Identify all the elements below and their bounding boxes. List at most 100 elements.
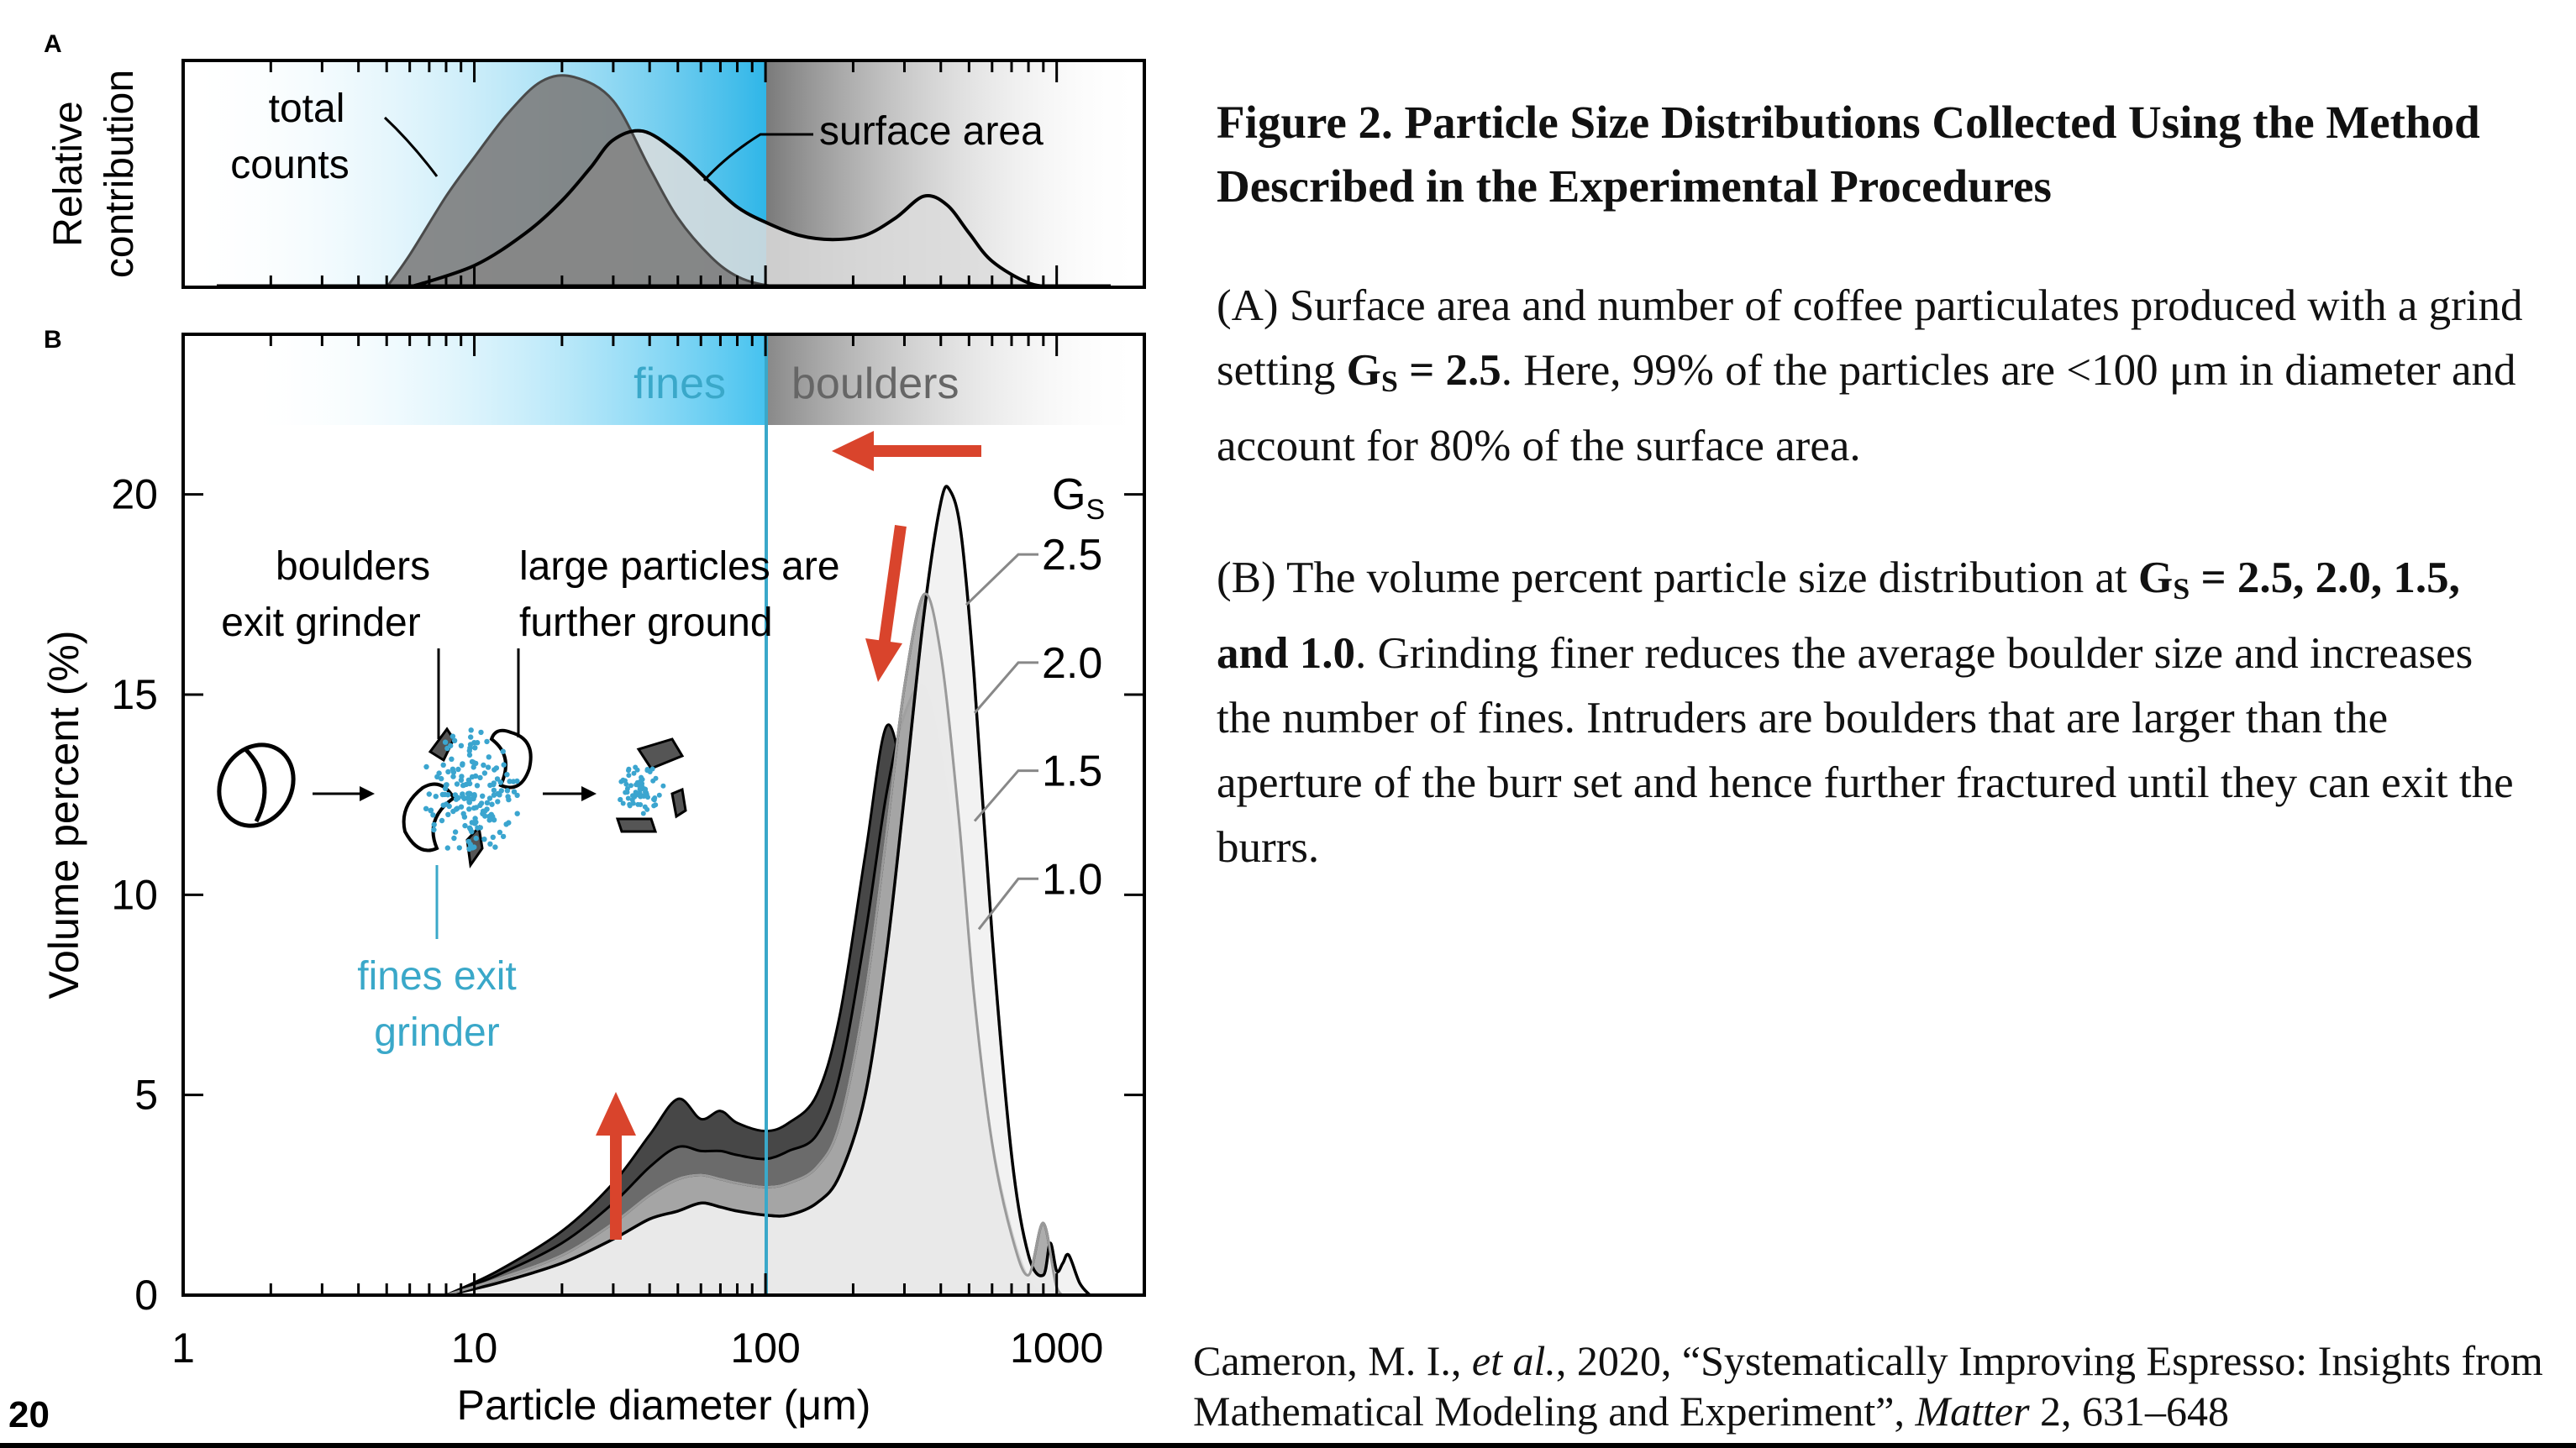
fines-dot [481, 770, 488, 776]
boulders-band-label: boulders [791, 359, 959, 408]
caption-b-text-2: . Grinding finer reduces the average bou… [1217, 629, 2514, 872]
fines-dot [481, 837, 487, 842]
fines-dot [510, 779, 517, 784]
fines-dot [480, 793, 486, 799]
fines-dot [482, 813, 488, 819]
fines-dot [471, 740, 477, 746]
citation-etal: et al. [1471, 1337, 1556, 1384]
fines-dot [466, 790, 472, 796]
fines-dot [503, 821, 509, 827]
fines-band-label: fines [633, 359, 726, 408]
caption-b-text-1: (B) The volume percent particle size dis… [1217, 553, 2138, 602]
legend-title-sub: S [1086, 494, 1105, 526]
fines-dot [491, 781, 497, 788]
fines-dot [660, 783, 666, 789]
fines-dot [498, 788, 504, 794]
fines-dot [511, 789, 518, 795]
fines-dot [449, 766, 456, 772]
fines-dot [466, 748, 472, 754]
fines-dot [630, 793, 635, 799]
fines-dot [501, 762, 507, 768]
fines-dot [641, 794, 647, 799]
y-tick-label: 15 [111, 671, 158, 718]
fines-dot [456, 845, 462, 851]
panel-b-frame [181, 333, 1146, 1297]
fines-dot [620, 800, 626, 806]
fines-dot [649, 766, 655, 772]
fines-dot [451, 737, 458, 743]
fines-dot [492, 844, 498, 850]
fines-dot [486, 795, 493, 801]
fines-dot [473, 760, 479, 767]
fines-dot [462, 822, 468, 829]
fines-dot [445, 769, 451, 775]
x-tick-label: 100 [730, 1325, 800, 1372]
arrow-right-icon-2 [543, 786, 597, 801]
grinding-schematic [217, 648, 687, 939]
fines-dot [472, 745, 478, 751]
fines-dot [473, 835, 479, 842]
caption-a-g: G [1346, 346, 1381, 395]
total-counts-leader [383, 116, 439, 177]
fines-dot [460, 761, 465, 767]
legend-label-1-0: 1.0 [1042, 855, 1102, 904]
fines-dot [458, 804, 465, 810]
fines-dot [651, 803, 657, 809]
fines-dot [455, 766, 461, 773]
legend-leader-1-0 [977, 877, 1038, 931]
fines-dot [500, 833, 507, 840]
fines-dot [477, 774, 483, 781]
panel-a-ylabel-line1: Relative [46, 101, 91, 246]
citation-volume: 2, 631–648 [2029, 1388, 2230, 1435]
fines-dot [626, 768, 631, 774]
caption-paragraph-a: (A) Surface area and number of coffee pa… [1217, 274, 2527, 479]
further-ground-label-line2: further ground [519, 601, 773, 645]
legend-leader-2-0 [973, 661, 1038, 714]
panel-b-ylabel: Volume percent (%) [40, 630, 87, 999]
bottom-rule [0, 1443, 2576, 1448]
series-gs-2-0-outline [445, 592, 1070, 1297]
total-counts-label-line1: total [269, 87, 345, 131]
figure-2: A Relative contribution total counts sur… [40, 30, 1146, 1429]
fines-dot [631, 770, 637, 776]
boulders-exit-label-line1: boulders [276, 544, 430, 589]
caption-a-gs: GS = 2.5 [1346, 346, 1501, 398]
fines-dot [628, 783, 633, 789]
arrow-right-icon [313, 786, 375, 801]
fines-dot [623, 778, 628, 784]
fines-dot [627, 801, 633, 807]
citation-title: , 2020, “Systematically Improving Espres… [1193, 1337, 2543, 1435]
fines-dot [656, 792, 662, 798]
fines-dot [440, 762, 446, 768]
fines-dot [466, 806, 472, 812]
legend-leader-2-5 [965, 553, 1038, 606]
y-tick-label: 5 [134, 1072, 158, 1119]
fines-dot [451, 835, 457, 842]
panel-b-xlabel: Particle diameter (μm) [457, 1382, 871, 1429]
fines-dot [629, 797, 635, 803]
fines-dot [460, 791, 465, 798]
fines-dot [442, 791, 448, 798]
figure-caption: Figure 2. Particle Size Distributions Co… [1217, 91, 2527, 947]
fines-dot [639, 783, 644, 789]
further-ground-label-line1: large particles are [519, 544, 840, 589]
fines-dot [431, 821, 437, 827]
caption-a-sub: S [1380, 365, 1398, 398]
fines-dot [452, 829, 459, 835]
fines-dot [633, 790, 639, 795]
x-tick-label: 1 [171, 1325, 195, 1372]
fines-dot [445, 811, 451, 817]
fines-dot [426, 791, 432, 797]
fines-dot [626, 773, 632, 779]
caption-b-sub: S [2173, 572, 2190, 606]
fines-dot [639, 774, 644, 780]
panel-a-letter: A [44, 30, 62, 58]
fines-dot [472, 773, 479, 779]
fines-dot [449, 756, 455, 762]
shift-arrow-down [865, 525, 907, 682]
fines-dot [497, 829, 503, 836]
fines-dot [506, 796, 512, 803]
caption-b-gs: GS = 2.5, 2.0, 1.5, and 1.0 [1217, 553, 2460, 678]
fines-dot [480, 808, 486, 814]
fines-dot [471, 793, 477, 799]
